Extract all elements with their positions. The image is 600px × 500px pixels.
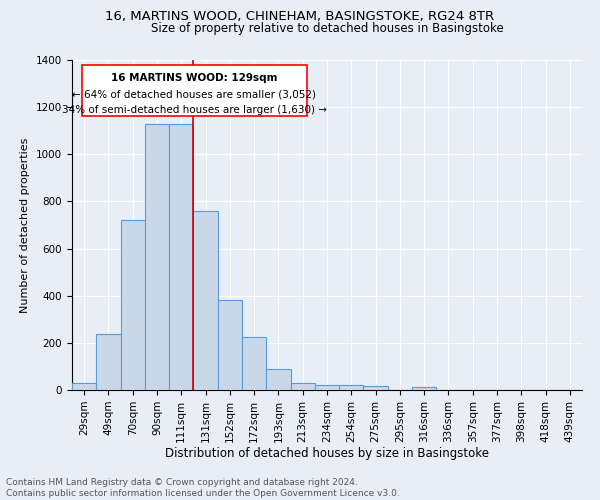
Bar (412, 387, 436, 390)
Bar (72, 384, 96, 390)
Text: ← 64% of detached houses are smaller (3,052): ← 64% of detached houses are smaller (3,… (73, 90, 316, 100)
Text: Contains HM Land Registry data © Crown copyright and database right 2024.
Contai: Contains HM Land Registry data © Crown c… (6, 478, 400, 498)
Y-axis label: Number of detached properties: Number of detached properties (20, 138, 31, 312)
Bar (266, 369, 290, 390)
X-axis label: Distribution of detached houses by size in Basingstoke: Distribution of detached houses by size … (165, 448, 489, 460)
Bar (193, 211, 218, 390)
Bar (315, 385, 339, 390)
Bar (290, 384, 315, 390)
Bar (145, 124, 169, 390)
Text: 16 MARTINS WOOD: 129sqm: 16 MARTINS WOOD: 129sqm (111, 72, 278, 83)
Bar (121, 220, 145, 390)
Bar (169, 124, 193, 390)
Text: 34% of semi-detached houses are larger (1,630) →: 34% of semi-detached houses are larger (… (62, 105, 327, 115)
Bar (364, 386, 388, 390)
Title: Size of property relative to detached houses in Basingstoke: Size of property relative to detached ho… (151, 22, 503, 35)
Bar (218, 300, 242, 390)
Bar (339, 385, 364, 390)
Bar (242, 337, 266, 390)
Bar (96, 334, 121, 390)
Text: 16, MARTINS WOOD, CHINEHAM, BASINGSTOKE, RG24 8TR: 16, MARTINS WOOD, CHINEHAM, BASINGSTOKE,… (106, 10, 494, 23)
Bar (82, 65, 307, 116)
